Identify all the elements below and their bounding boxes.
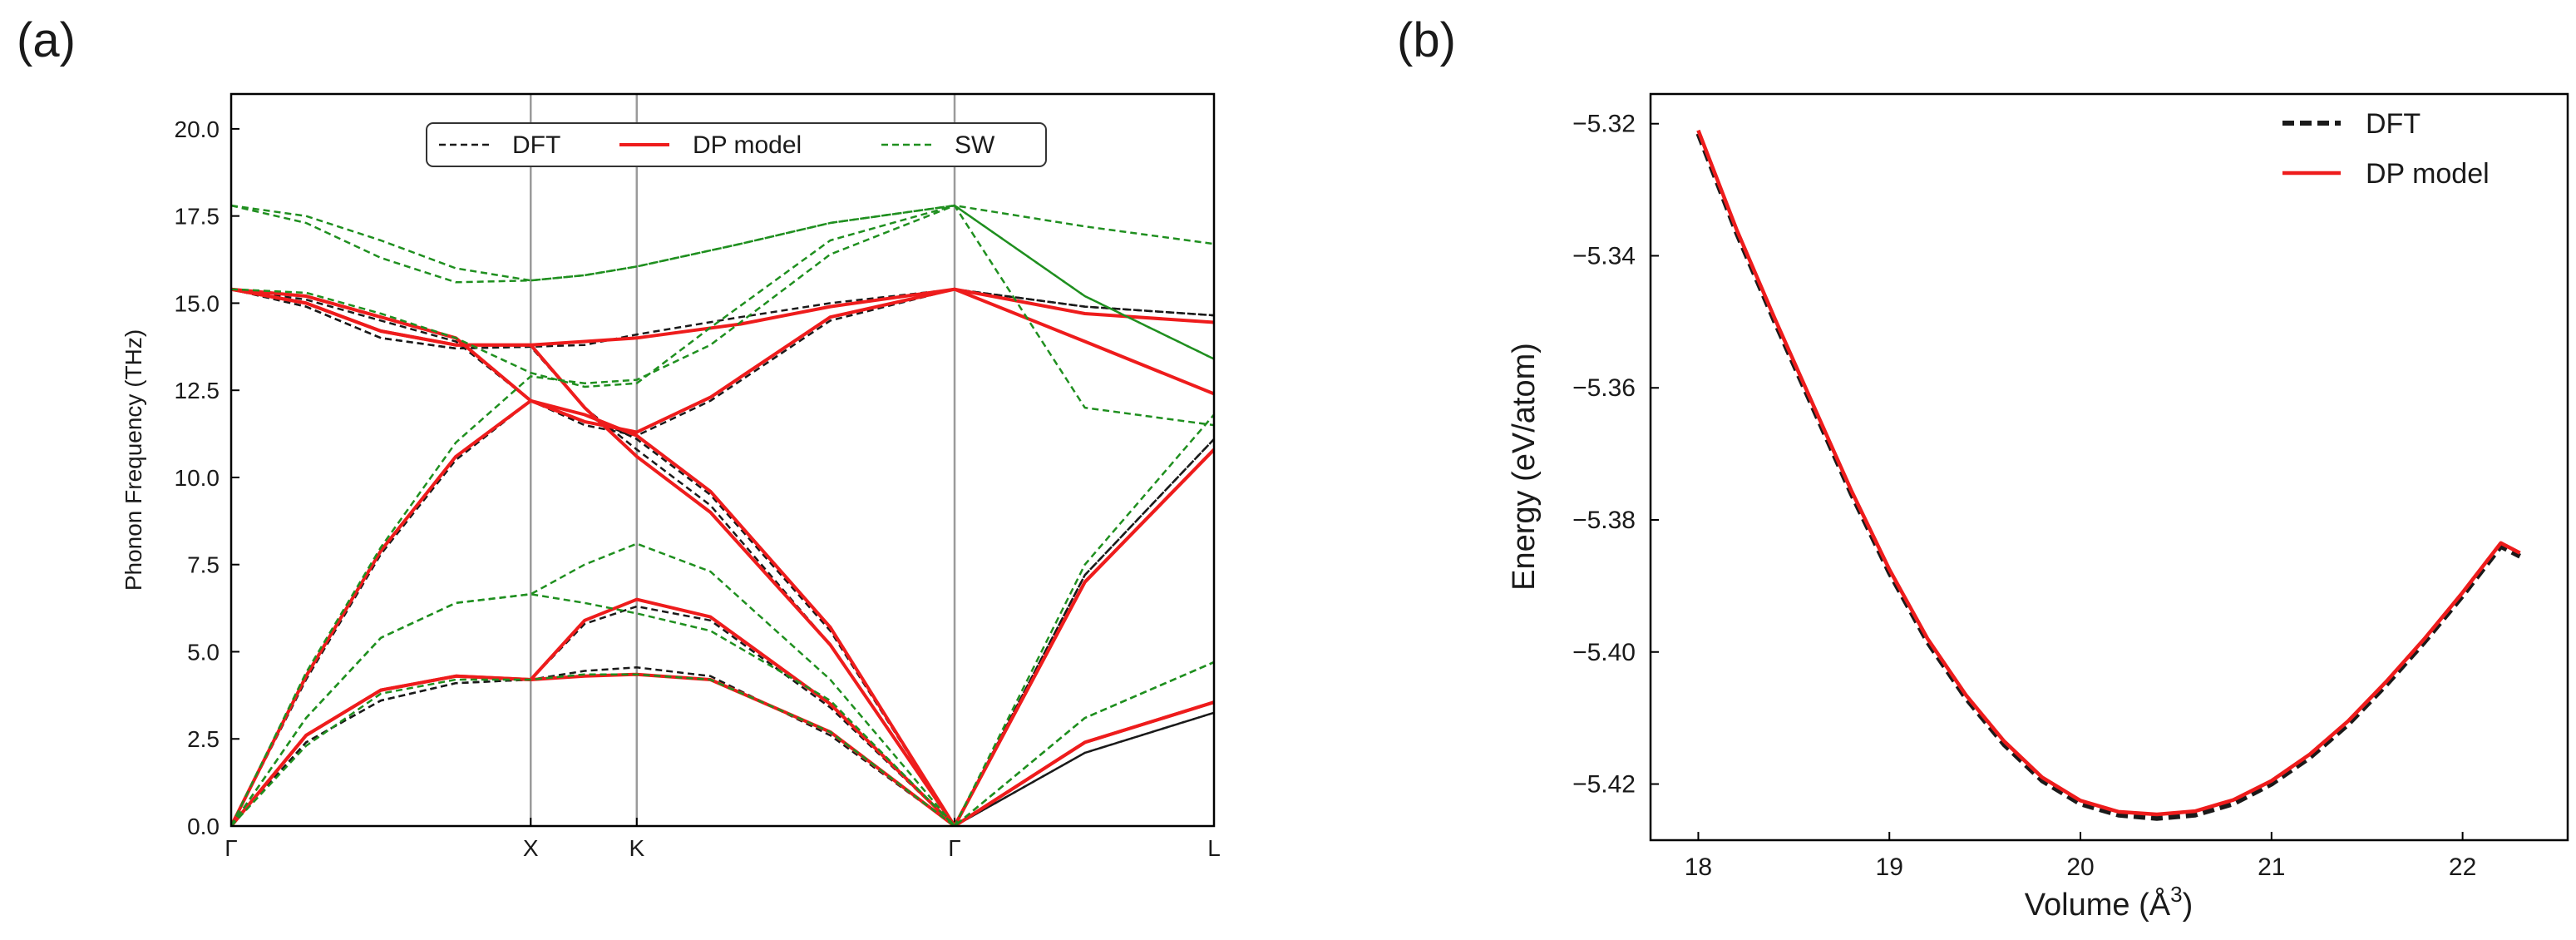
panel-label-a: (a) <box>17 13 76 67</box>
y-tick-label: 0.0 <box>187 814 220 839</box>
legend-box-a <box>426 122 1047 167</box>
y-tick-label: 15.0 <box>175 290 220 316</box>
legend-b: DFT DP model <box>2282 108 2490 190</box>
panel-b-energy-volume: (b) −5.32 −5.34 −5.36 −5.38 −5.40 −5.42 18 19 2… <box>1397 13 2569 923</box>
x-tick-label: 21 <box>2258 853 2285 881</box>
band-dp-model <box>231 672 1214 826</box>
x-axis-label-b-superscript: 3 <box>2170 882 2182 907</box>
band-dft <box>231 288 1214 350</box>
legend-label: DP model <box>693 131 802 159</box>
band-sw <box>231 204 1214 282</box>
panel-a-phonon-dispersion: (a) 0.0 2.5 5.0 7.5 10.0 12.5 15.0 17.5 20.0 Γ X K… <box>17 13 1221 861</box>
y-tick-label: −5.42 <box>1572 771 1636 799</box>
y-tick-label: 7.5 <box>187 552 220 578</box>
y-axis-label-b: Energy (eV/atom) <box>1507 343 1542 591</box>
energy-curves <box>1695 129 2521 821</box>
legend-label: SW <box>955 131 995 159</box>
y-axis-label-a: Phonon Frequency (THz) <box>121 329 146 591</box>
x-tick-label: K <box>629 835 644 861</box>
y-tick-label: −5.36 <box>1572 374 1636 402</box>
legend-label: DP model <box>2366 158 2490 190</box>
band-sw <box>231 204 1214 388</box>
curve-dft <box>1695 132 2521 821</box>
x-tick-label: L <box>1207 835 1221 861</box>
legend-a: DFT DP model SW <box>426 122 1047 167</box>
band-dp-model <box>231 287 1214 347</box>
band-sw <box>231 413 1214 826</box>
panel-label-b: (b) <box>1397 13 1456 67</box>
band-sw <box>231 204 1214 360</box>
legend-label: DFT <box>2366 108 2421 140</box>
phonon-bands <box>231 204 1214 826</box>
x-axis-label-b-suffix: ) <box>2183 888 2194 923</box>
high-symmetry-lines <box>530 94 956 826</box>
legend-label: DFT <box>512 131 560 159</box>
plot-frame-a <box>229 92 1216 828</box>
band-dp-model <box>231 597 1214 826</box>
y-axis-ticks-b: −5.32 −5.34 −5.36 −5.38 −5.40 −5.42 <box>1572 111 1659 799</box>
y-tick-label: −5.32 <box>1572 111 1636 138</box>
y-tick-label: −5.40 <box>1572 639 1636 666</box>
x-axis-ticks-b: 18 19 20 21 22 <box>1685 832 2476 881</box>
y-tick-label: −5.34 <box>1572 242 1636 270</box>
y-tick-label: 5.0 <box>187 639 220 665</box>
x-tick-label: X <box>523 835 539 861</box>
y-tick-label: 17.5 <box>175 204 220 230</box>
x-axis-label-b: Volume (Å3) <box>2025 882 2193 923</box>
y-tick-label: 2.5 <box>187 726 220 752</box>
x-tick-label: 18 <box>1685 853 1712 881</box>
y-tick-label: 20.0 <box>175 116 220 142</box>
y-axis-ticks-a: 0.0 2.5 5.0 7.5 10.0 12.5 15.0 17.5 20.0 <box>175 116 239 839</box>
x-tick-label: 22 <box>2449 853 2476 881</box>
x-tick-label: 20 <box>2066 853 2094 881</box>
x-axis-label-b-main: Volume (Å <box>2025 886 2171 923</box>
y-tick-label: 12.5 <box>175 378 220 403</box>
plot-frame-b <box>1649 92 2569 842</box>
x-tick-label: Γ <box>225 835 237 861</box>
band-sw <box>231 204 1214 826</box>
band-dp-model <box>231 287 1214 434</box>
y-tick-label: −5.38 <box>1572 507 1636 534</box>
y-tick-label: 10.0 <box>175 465 220 491</box>
x-tick-label: Γ <box>948 835 960 861</box>
curve-dp-model <box>1696 129 2521 817</box>
x-tick-label: 19 <box>1876 853 1903 881</box>
